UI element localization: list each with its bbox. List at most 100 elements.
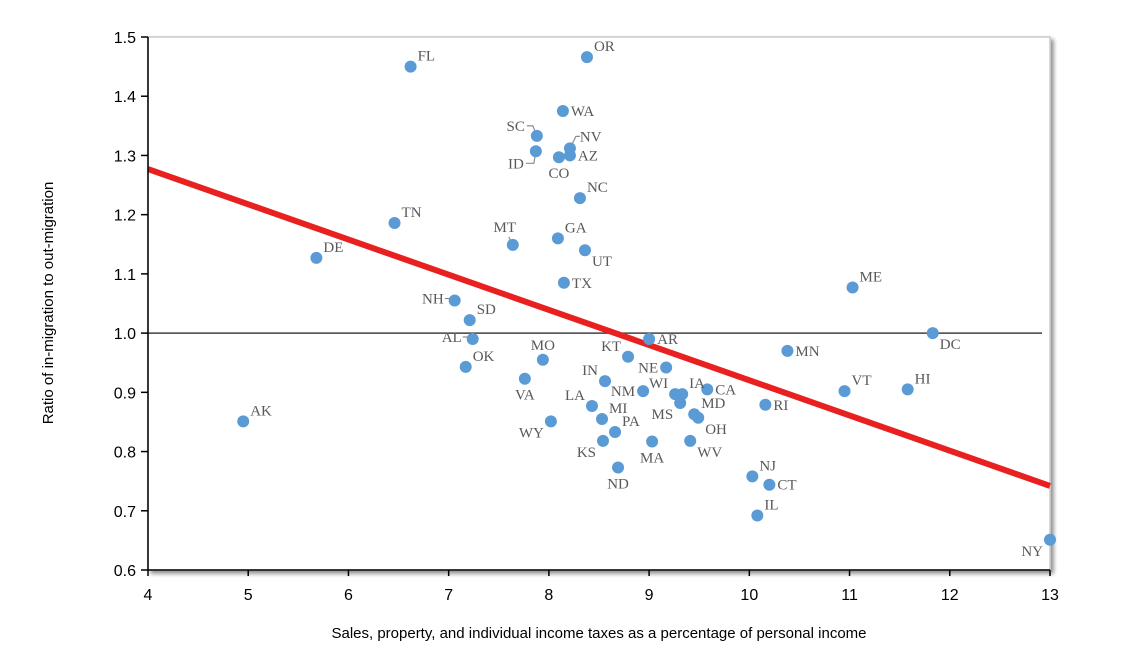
data-point-ut — [578, 244, 591, 257]
point-label-me: ME — [860, 270, 883, 286]
point-label-il: IL — [764, 498, 778, 514]
point-label-fl: FL — [418, 49, 436, 65]
data-point-ri — [759, 398, 772, 411]
x-tick-label: 5 — [244, 587, 253, 604]
point-label-va: VA — [515, 388, 535, 404]
data-point-ct — [763, 478, 776, 491]
point-label-ia: IA — [689, 376, 705, 392]
point-label-ms: MS — [651, 407, 673, 423]
point-label-kt: KT — [601, 339, 621, 355]
data-point-co — [552, 151, 565, 164]
point-label-nj: NJ — [759, 458, 776, 474]
point-label-nd: ND — [607, 477, 629, 493]
data-point-nm — [637, 385, 650, 398]
data-point-nh — [448, 294, 461, 307]
data-point-de — [310, 251, 323, 264]
data-point-ne — [660, 361, 673, 374]
point-label-nh: NH — [422, 292, 444, 308]
data-point-ca — [701, 383, 714, 396]
point-label-sc: SC — [507, 119, 525, 135]
data-point-or — [580, 51, 593, 64]
data-point-wv — [684, 434, 697, 447]
data-point-nc — [573, 192, 586, 205]
point-label-de: DE — [323, 240, 343, 256]
data-point-hi — [901, 383, 914, 396]
data-point-ms — [674, 396, 687, 409]
x-tick-label: 4 — [144, 587, 153, 604]
data-point-az — [563, 149, 576, 162]
data-point-mn — [781, 344, 794, 357]
data-point-tn — [388, 216, 401, 229]
data-point-la — [585, 399, 598, 412]
data-point-va — [518, 372, 531, 385]
data-point-tx — [557, 276, 570, 289]
point-label-or: OR — [594, 39, 615, 55]
x-axis-title: Sales, property, and individual income t… — [331, 625, 866, 642]
point-label-ca: CA — [715, 382, 736, 398]
x-tick-label: 11 — [841, 587, 858, 604]
data-point-sd — [463, 314, 476, 327]
point-label-wi: WI — [649, 376, 668, 392]
point-label-wy: WY — [519, 425, 544, 441]
point-label-nc: NC — [587, 180, 608, 196]
point-label-al: AL — [442, 330, 462, 346]
x-tick-label: 6 — [344, 587, 353, 604]
data-point-me — [846, 281, 859, 294]
point-label-la: LA — [565, 388, 585, 404]
trendline — [147, 166, 1051, 489]
y-tick-label: 1.1 — [114, 267, 136, 284]
data-point-pa — [609, 426, 622, 439]
y-tick-label: 0.8 — [114, 445, 136, 462]
point-label-tn: TN — [402, 205, 422, 221]
point-label-co: CO — [548, 166, 569, 182]
point-label-md: MD — [701, 396, 725, 412]
x-tick-label: 13 — [1041, 587, 1059, 604]
data-point-ma — [646, 435, 659, 448]
point-label-ks: KS — [577, 445, 596, 461]
point-label-ny: NY — [1021, 544, 1043, 560]
point-label-wv: WV — [697, 445, 722, 461]
data-point-al — [466, 333, 479, 346]
point-label-ar: AR — [657, 332, 678, 348]
point-label-ok: OK — [473, 349, 495, 365]
point-label-mo: MO — [531, 338, 555, 354]
data-point-ar — [643, 333, 656, 346]
data-point-vt — [838, 385, 851, 398]
data-point-fl — [404, 60, 417, 73]
y-tick-label: 1.0 — [114, 326, 136, 343]
trendline-group — [147, 166, 1051, 489]
point-label-nv: NV — [580, 129, 602, 145]
data-point-mt — [506, 238, 519, 251]
point-labels: FL OR WA SC ID CO NV AZ NC TN MT GA UT DE TX ME NH SD AL DC… — [250, 39, 1043, 560]
point-label-dc: DC — [940, 337, 961, 353]
y-tick-label: 1.5 — [114, 30, 136, 47]
point-label-ma: MA — [640, 450, 664, 466]
point-label-hi: HI — [915, 371, 931, 387]
data-point-wy — [544, 415, 557, 428]
point-label-mt: MT — [494, 220, 517, 236]
point-label-ri: RI — [773, 398, 788, 414]
point-label-ne: NE — [638, 360, 658, 376]
data-point-nd — [612, 461, 625, 474]
y-ticks: 0.6 0.7 0.8 0.9 1.0 1.1 1.2 1.3 1.4 1.5 — [114, 30, 148, 580]
point-label-ct: CT — [777, 478, 796, 494]
x-tick-label: 10 — [740, 587, 758, 604]
point-label-sd: SD — [477, 302, 496, 318]
x-tick-label: 9 — [645, 587, 654, 604]
point-label-in: IN — [582, 363, 598, 379]
data-point-ny — [1044, 533, 1056, 546]
data-point-in — [599, 375, 612, 388]
point-label-nm: NM — [611, 384, 635, 400]
point-label-pa: PA — [622, 414, 640, 430]
data-point-kt — [622, 350, 635, 363]
data-point-mi — [596, 412, 609, 425]
data-point-sc — [530, 129, 543, 142]
data-point-ga — [551, 232, 564, 245]
y-tick-label: 1.4 — [114, 89, 136, 106]
point-label-id: ID — [508, 156, 524, 172]
y-tick-label: 0.6 — [114, 563, 136, 580]
point-label-wa: WA — [571, 104, 594, 120]
data-point-mo — [536, 353, 549, 366]
point-label-tx: TX — [572, 276, 592, 292]
